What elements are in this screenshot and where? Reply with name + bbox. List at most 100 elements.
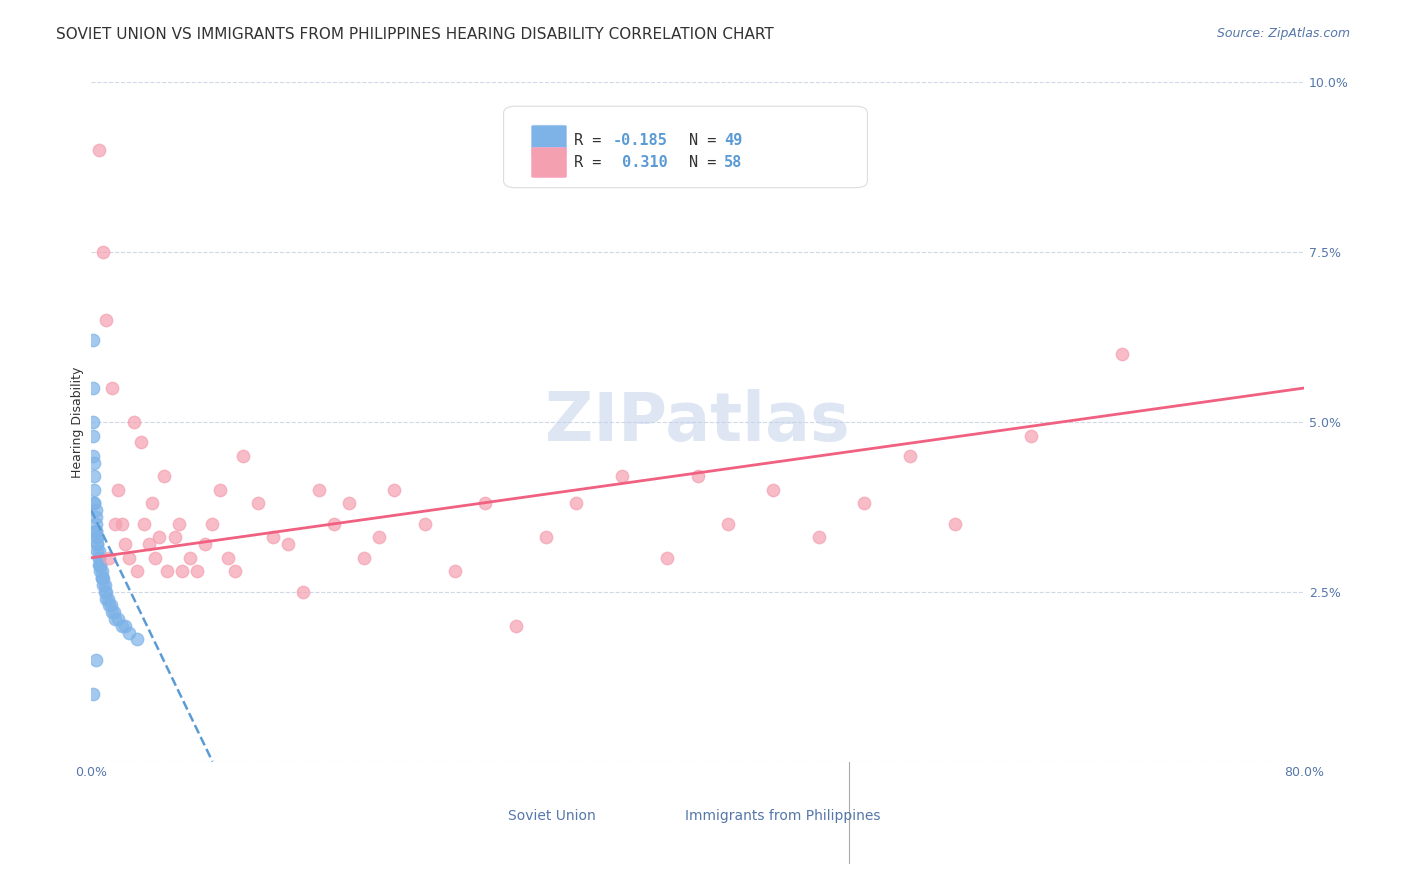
Point — [156, 565, 179, 579]
Y-axis label: Hearing Disability: Hearing Disability — [72, 367, 84, 478]
Point — [94, 584, 117, 599]
Point — [148, 531, 170, 545]
Point — [118, 550, 141, 565]
Point — [277, 537, 299, 551]
Point — [86, 537, 108, 551]
Point — [167, 516, 190, 531]
Point — [84, 524, 107, 538]
Point — [103, 605, 125, 619]
Text: 58: 58 — [724, 155, 742, 170]
Point — [322, 516, 344, 531]
Point — [762, 483, 785, 497]
Point — [224, 565, 246, 579]
Point — [172, 565, 194, 579]
Text: 49: 49 — [724, 133, 742, 148]
Text: ZIPatlas: ZIPatlas — [546, 389, 851, 455]
Point — [90, 571, 112, 585]
Point — [717, 516, 740, 531]
Text: N =: N = — [689, 155, 725, 170]
Point — [201, 516, 224, 531]
Point — [84, 516, 107, 531]
Point — [84, 503, 107, 517]
Point — [84, 524, 107, 538]
Text: R =: R = — [574, 133, 610, 148]
Point — [163, 531, 186, 545]
Point — [657, 550, 679, 565]
Point — [101, 381, 124, 395]
Point — [474, 496, 496, 510]
Point — [97, 591, 120, 606]
Point — [96, 591, 118, 606]
Text: R =: R = — [574, 155, 620, 170]
Point — [89, 565, 111, 579]
Point — [246, 496, 269, 510]
Point — [153, 469, 176, 483]
Point — [83, 496, 105, 510]
Point — [505, 618, 527, 632]
Point — [368, 531, 391, 545]
Point — [943, 516, 966, 531]
FancyBboxPatch shape — [453, 805, 488, 828]
Point — [100, 599, 122, 613]
Point — [101, 605, 124, 619]
Point — [86, 537, 108, 551]
Point — [83, 483, 105, 497]
Point — [98, 599, 121, 613]
Point — [82, 415, 104, 429]
Point — [82, 334, 104, 348]
Point — [84, 653, 107, 667]
Point — [444, 565, 467, 579]
Point — [534, 531, 557, 545]
Point — [337, 496, 360, 510]
Point — [89, 558, 111, 572]
Point — [91, 578, 114, 592]
Point — [91, 245, 114, 260]
Point — [114, 537, 136, 551]
Text: Source: ZipAtlas.com: Source: ZipAtlas.com — [1216, 27, 1350, 40]
Point — [104, 516, 127, 531]
Point — [82, 428, 104, 442]
Point — [217, 550, 239, 565]
Point — [118, 625, 141, 640]
Point — [83, 496, 105, 510]
Point — [138, 537, 160, 551]
Point — [1111, 347, 1133, 361]
Point — [107, 612, 129, 626]
Point — [353, 550, 375, 565]
Point — [134, 516, 156, 531]
Point — [565, 496, 588, 510]
Point — [82, 381, 104, 395]
Point — [853, 496, 876, 510]
Point — [610, 469, 633, 483]
Point — [87, 144, 110, 158]
Point — [292, 584, 315, 599]
Point — [179, 550, 201, 565]
Text: Soviet Union: Soviet Union — [508, 809, 596, 822]
Text: N =: N = — [689, 133, 725, 148]
FancyBboxPatch shape — [531, 148, 567, 178]
Point — [129, 435, 152, 450]
Point — [82, 449, 104, 463]
Text: -0.185: -0.185 — [613, 133, 668, 148]
Point — [186, 565, 208, 579]
Point — [107, 483, 129, 497]
Point — [110, 618, 132, 632]
Point — [87, 558, 110, 572]
Point — [110, 516, 132, 531]
Point — [86, 531, 108, 545]
Point — [87, 550, 110, 565]
Point — [384, 483, 406, 497]
Text: SOVIET UNION VS IMMIGRANTS FROM PHILIPPINES HEARING DISABILITY CORRELATION CHART: SOVIET UNION VS IMMIGRANTS FROM PHILIPPI… — [56, 27, 773, 42]
FancyBboxPatch shape — [531, 125, 567, 155]
Point — [96, 584, 118, 599]
Point — [91, 571, 114, 585]
Point — [86, 531, 108, 545]
Point — [90, 565, 112, 579]
Point — [232, 449, 254, 463]
Point — [86, 544, 108, 558]
Point — [94, 578, 117, 592]
Point — [98, 550, 121, 565]
Point — [807, 531, 830, 545]
Point — [82, 687, 104, 701]
Point — [83, 469, 105, 483]
